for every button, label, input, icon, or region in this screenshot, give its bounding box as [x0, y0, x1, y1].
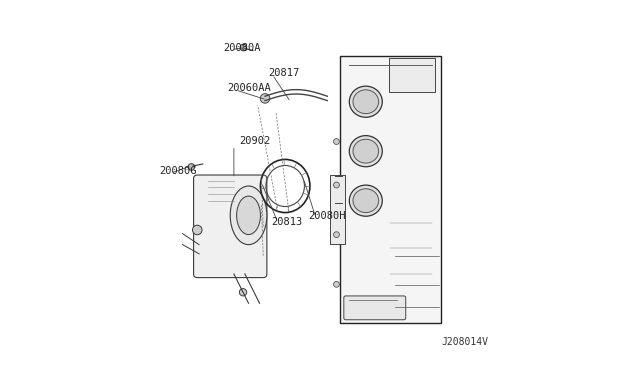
Circle shape: [333, 281, 339, 287]
Circle shape: [333, 232, 339, 238]
Circle shape: [240, 44, 246, 51]
Circle shape: [188, 164, 195, 170]
Text: 20060AA: 20060AA: [228, 83, 271, 93]
Circle shape: [333, 182, 339, 188]
Circle shape: [333, 139, 339, 144]
Ellipse shape: [237, 196, 260, 235]
Text: 20813: 20813: [271, 217, 303, 227]
Ellipse shape: [353, 139, 379, 163]
Ellipse shape: [353, 90, 379, 113]
Ellipse shape: [349, 86, 382, 117]
Text: 20080G: 20080G: [159, 166, 196, 176]
Text: 20080A: 20080A: [223, 43, 260, 53]
Text: J208014V: J208014V: [442, 337, 488, 347]
Circle shape: [239, 289, 246, 296]
Ellipse shape: [349, 136, 382, 167]
FancyBboxPatch shape: [330, 175, 345, 244]
FancyBboxPatch shape: [193, 175, 267, 278]
FancyBboxPatch shape: [390, 58, 435, 92]
Circle shape: [260, 94, 270, 103]
Text: 20080H: 20080H: [308, 211, 346, 221]
Ellipse shape: [230, 186, 267, 245]
Circle shape: [193, 225, 202, 235]
Ellipse shape: [349, 185, 382, 216]
FancyBboxPatch shape: [340, 56, 441, 323]
Text: 20902: 20902: [239, 136, 271, 146]
FancyBboxPatch shape: [344, 296, 406, 320]
Text: 20817: 20817: [268, 68, 300, 78]
Ellipse shape: [353, 189, 379, 212]
